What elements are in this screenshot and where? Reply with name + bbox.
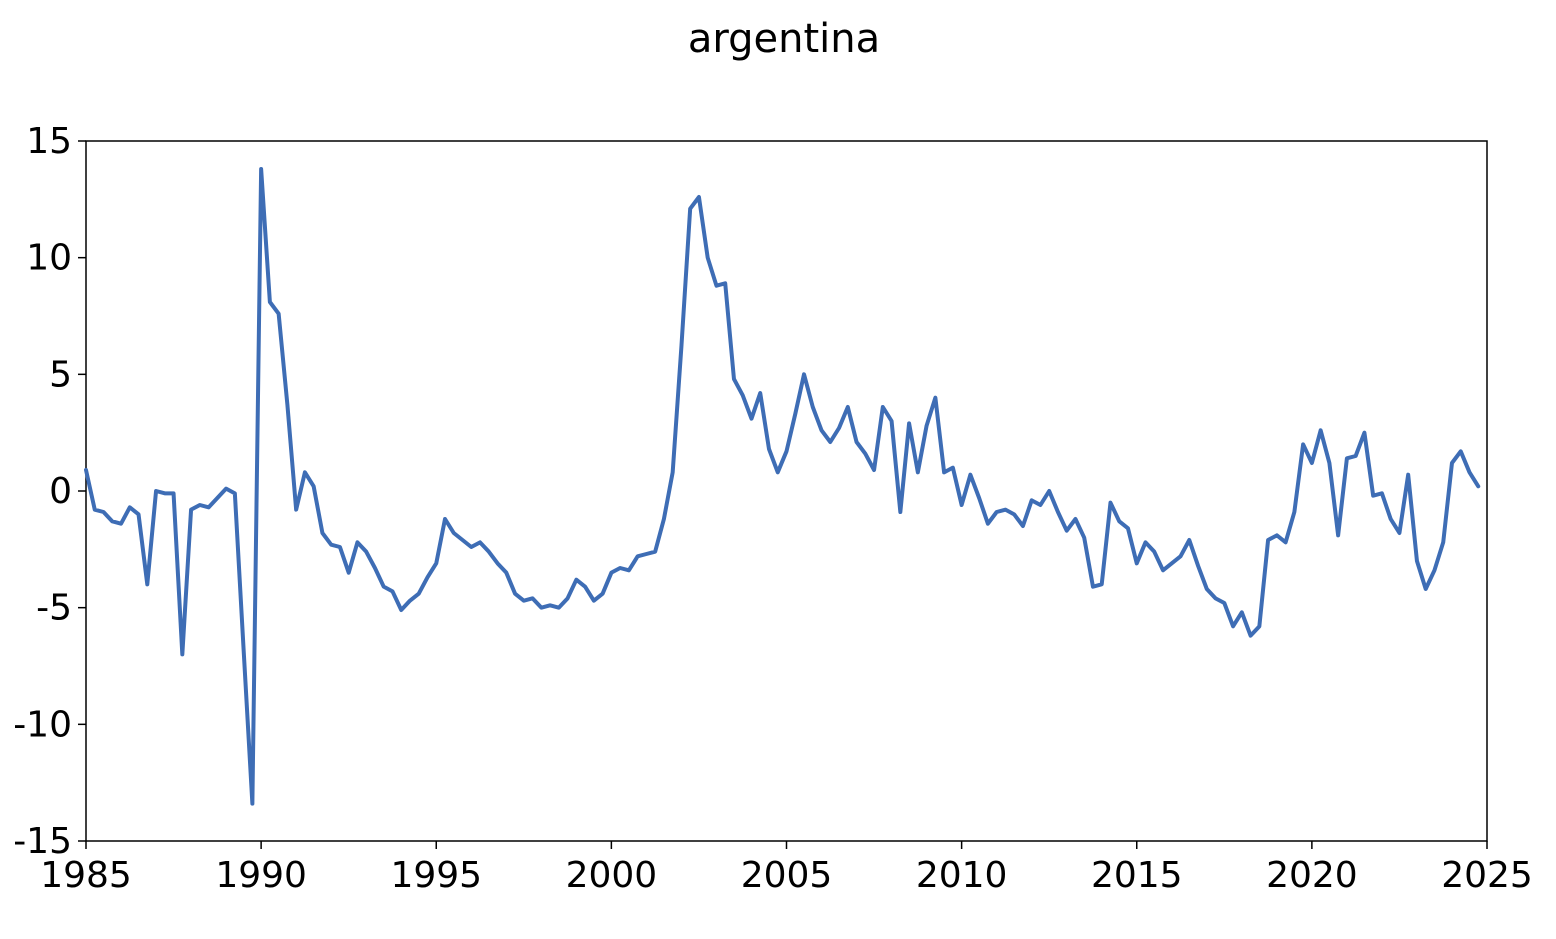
y-axis: 15 10 5 0 -5 -10 -15 [13,121,86,862]
plot-frame [85,140,1488,842]
x-tick-label: 1985 [40,855,132,896]
y-tick-label: -15 [13,821,72,862]
x-tick-label: 1995 [390,855,482,896]
y-tick-label: 5 [49,354,72,395]
y-tick-label: -10 [13,704,72,745]
y-tick-label: 10 [26,238,72,279]
y-tick-label: -5 [36,588,72,629]
x-tick-label: 1990 [215,855,307,896]
y-tick-label: 0 [49,471,72,512]
x-tick-label: 2025 [1441,855,1533,896]
series-line [84,167,1481,806]
series-layer [84,167,1481,806]
x-tick-label: 2005 [741,855,833,896]
x-tick-label: 2015 [1091,855,1183,896]
x-axis: 1985 1990 1995 2000 2005 2010 2015 2020 2025 [40,841,1533,896]
chart-title: argentina [688,16,880,62]
x-tick-label: 2020 [1266,855,1358,896]
y-tick-label: 15 [26,121,72,162]
x-tick-label: 2000 [566,855,658,896]
x-tick-label: 2010 [916,855,1008,896]
